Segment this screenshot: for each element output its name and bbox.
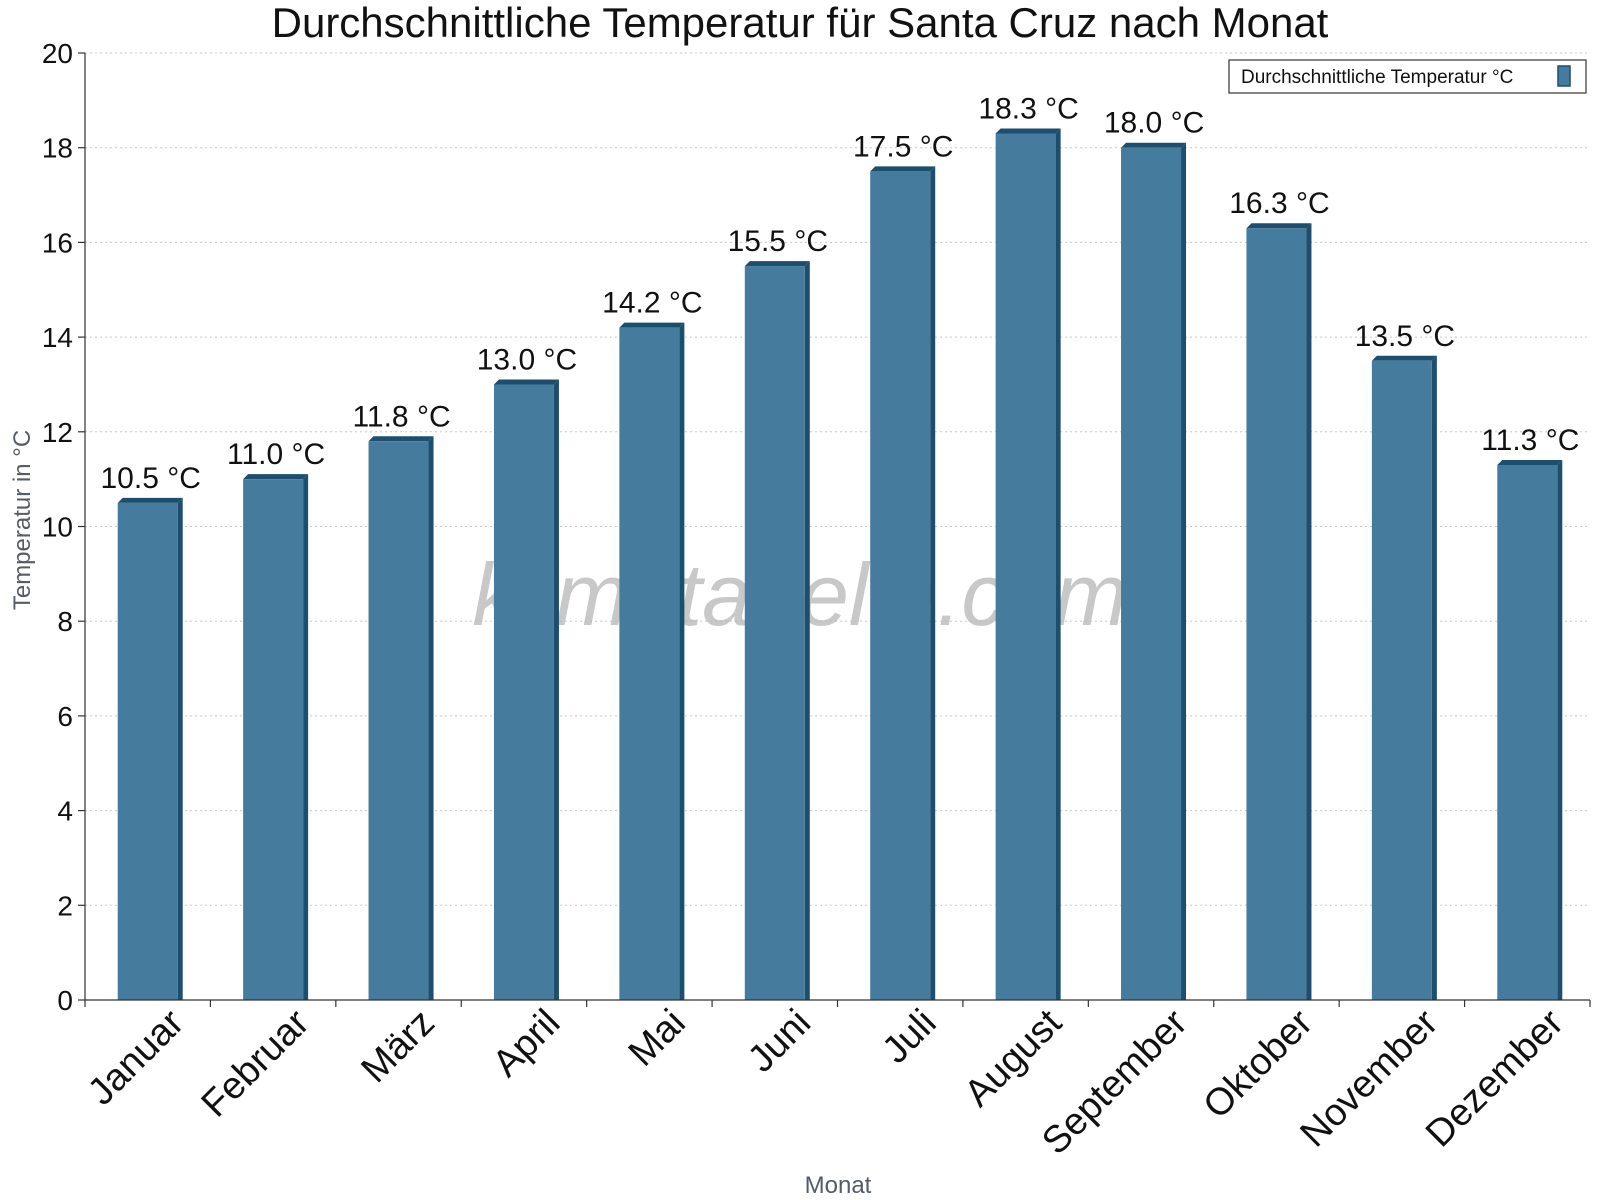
- bar-value-label: 16.3 °C: [1229, 187, 1329, 220]
- bar-top: [870, 166, 936, 172]
- bar-side: [1557, 459, 1563, 1000]
- bar-value-label: 17.5 °C: [853, 130, 953, 163]
- bar-group: 13.0 °C: [477, 343, 577, 1000]
- bar: [744, 266, 805, 1000]
- bar-top: [1497, 459, 1563, 465]
- bar: [117, 502, 178, 1000]
- bar-group: 17.5 °C: [853, 130, 953, 1000]
- bar-value-label: 13.0 °C: [477, 343, 577, 376]
- bar: [243, 479, 304, 1000]
- bar: [995, 133, 1056, 1000]
- bar-group: 11.3 °C: [1481, 424, 1579, 1000]
- bar-value-label: 10.5 °C: [101, 462, 201, 495]
- y-axis-title: Temperatur in °C: [9, 430, 36, 610]
- x-tick-label: Februar: [194, 1001, 318, 1125]
- bar-top: [1246, 223, 1312, 229]
- bar-group: 11.8 °C: [352, 400, 451, 1000]
- bar-value-label: 14.2 °C: [602, 287, 702, 320]
- y-tick-label: 2: [57, 890, 73, 921]
- y-tick-label: 18: [42, 133, 73, 164]
- bar-value-label: 15.5 °C: [728, 225, 828, 258]
- y-tick-label: 4: [57, 796, 73, 827]
- bar-side: [1306, 223, 1312, 1000]
- bar-group: 16.3 °C: [1229, 187, 1330, 1000]
- bar-group: 18.0 °C: [1104, 107, 1204, 1000]
- bar-side: [428, 436, 434, 1000]
- bar-group: 10.5 °C: [101, 462, 201, 1000]
- y-tick-label: 6: [57, 701, 73, 732]
- bar-side: [930, 166, 936, 1000]
- bar-top: [243, 474, 309, 480]
- bar-side: [804, 261, 810, 1000]
- bar-value-label: 11.3 °C: [1481, 424, 1579, 457]
- bar-top: [995, 128, 1061, 134]
- x-tick-label: Juni: [740, 1002, 819, 1081]
- chart-title: Durchschnittliche Temperatur für Santa C…: [272, 0, 1329, 46]
- bar-group: 11.0 °C: [227, 438, 325, 1000]
- x-tick-label: April: [485, 1002, 568, 1085]
- x-tick-label: Juli: [875, 1002, 945, 1072]
- bar: [870, 171, 931, 1000]
- bar: [619, 327, 680, 1000]
- bar-top: [368, 436, 434, 442]
- x-tick-label: Dezember: [1418, 1001, 1572, 1155]
- x-tick-label: Mai: [621, 1002, 694, 1075]
- bar-top: [1371, 355, 1437, 361]
- legend-label: Durchschnittliche Temperatur °C: [1241, 67, 1513, 88]
- bar-top: [117, 497, 183, 503]
- bar-group: 14.2 °C: [602, 287, 703, 1000]
- grid-lines: [85, 52, 1590, 906]
- x-tick-label: August: [957, 1001, 1071, 1115]
- bar: [1121, 147, 1182, 1000]
- bar: [1371, 360, 1432, 1000]
- bar-top: [493, 379, 559, 385]
- bars: 10.5 °C 11.0 °C 11.8 °C 13.0 °C 14.2 °C 15.5 …: [101, 92, 1579, 1000]
- bar-side: [1431, 355, 1437, 1000]
- bar-top: [619, 322, 685, 328]
- x-tick-label: März: [353, 1002, 442, 1091]
- bar-top: [744, 261, 810, 267]
- bar-value-label: 18.0 °C: [1104, 107, 1204, 140]
- bar-top: [1121, 142, 1187, 148]
- bar-side: [303, 474, 309, 1000]
- y-tick-label: 8: [57, 606, 73, 637]
- bar-side: [177, 497, 183, 1000]
- y-tick-label: 0: [57, 985, 73, 1016]
- y-tick-label: 20: [42, 38, 73, 69]
- bar-value-label: 13.5 °C: [1355, 320, 1455, 353]
- axes: [78, 52, 1591, 1007]
- bar: [368, 441, 429, 1000]
- bar: [493, 384, 554, 1000]
- bar-group: 15.5 °C: [728, 225, 828, 1000]
- y-tick-label: 14: [42, 322, 73, 353]
- y-tick-label: 10: [42, 512, 73, 543]
- legend-box: [1228, 59, 1587, 94]
- x-tick-label: Oktober: [1196, 1001, 1322, 1127]
- x-tick-labels: Januar Februar März April Mai Juni Juli AugustS…: [80, 1001, 1572, 1162]
- bar-value-label: 11.0 °C: [227, 438, 325, 471]
- bar-value-label: 18.3 °C: [978, 92, 1078, 125]
- x-tick-label: Januar: [80, 1001, 192, 1113]
- bar-group: 13.5 °C: [1355, 320, 1455, 1000]
- bar-value-label: 11.8 °C: [352, 400, 450, 433]
- y-tick-label: 16: [42, 227, 73, 258]
- legend-swatch: [1557, 65, 1571, 87]
- y-tick-labels: 0 2 4 6 8 10 12 14 16 18 20: [42, 38, 73, 1016]
- bar-side: [1181, 142, 1187, 1000]
- y-tick-label: 12: [42, 417, 73, 448]
- bar-side: [679, 322, 685, 1000]
- bar-side: [1055, 128, 1061, 1000]
- bar: [1246, 228, 1307, 1000]
- bar-group: 18.3 °C: [978, 92, 1079, 1000]
- legend: Durchschnittliche Temperatur °C: [1228, 59, 1587, 94]
- bar-side: [553, 379, 559, 1000]
- bar: [1497, 464, 1558, 1000]
- x-axis-title: Monat: [805, 1172, 872, 1199]
